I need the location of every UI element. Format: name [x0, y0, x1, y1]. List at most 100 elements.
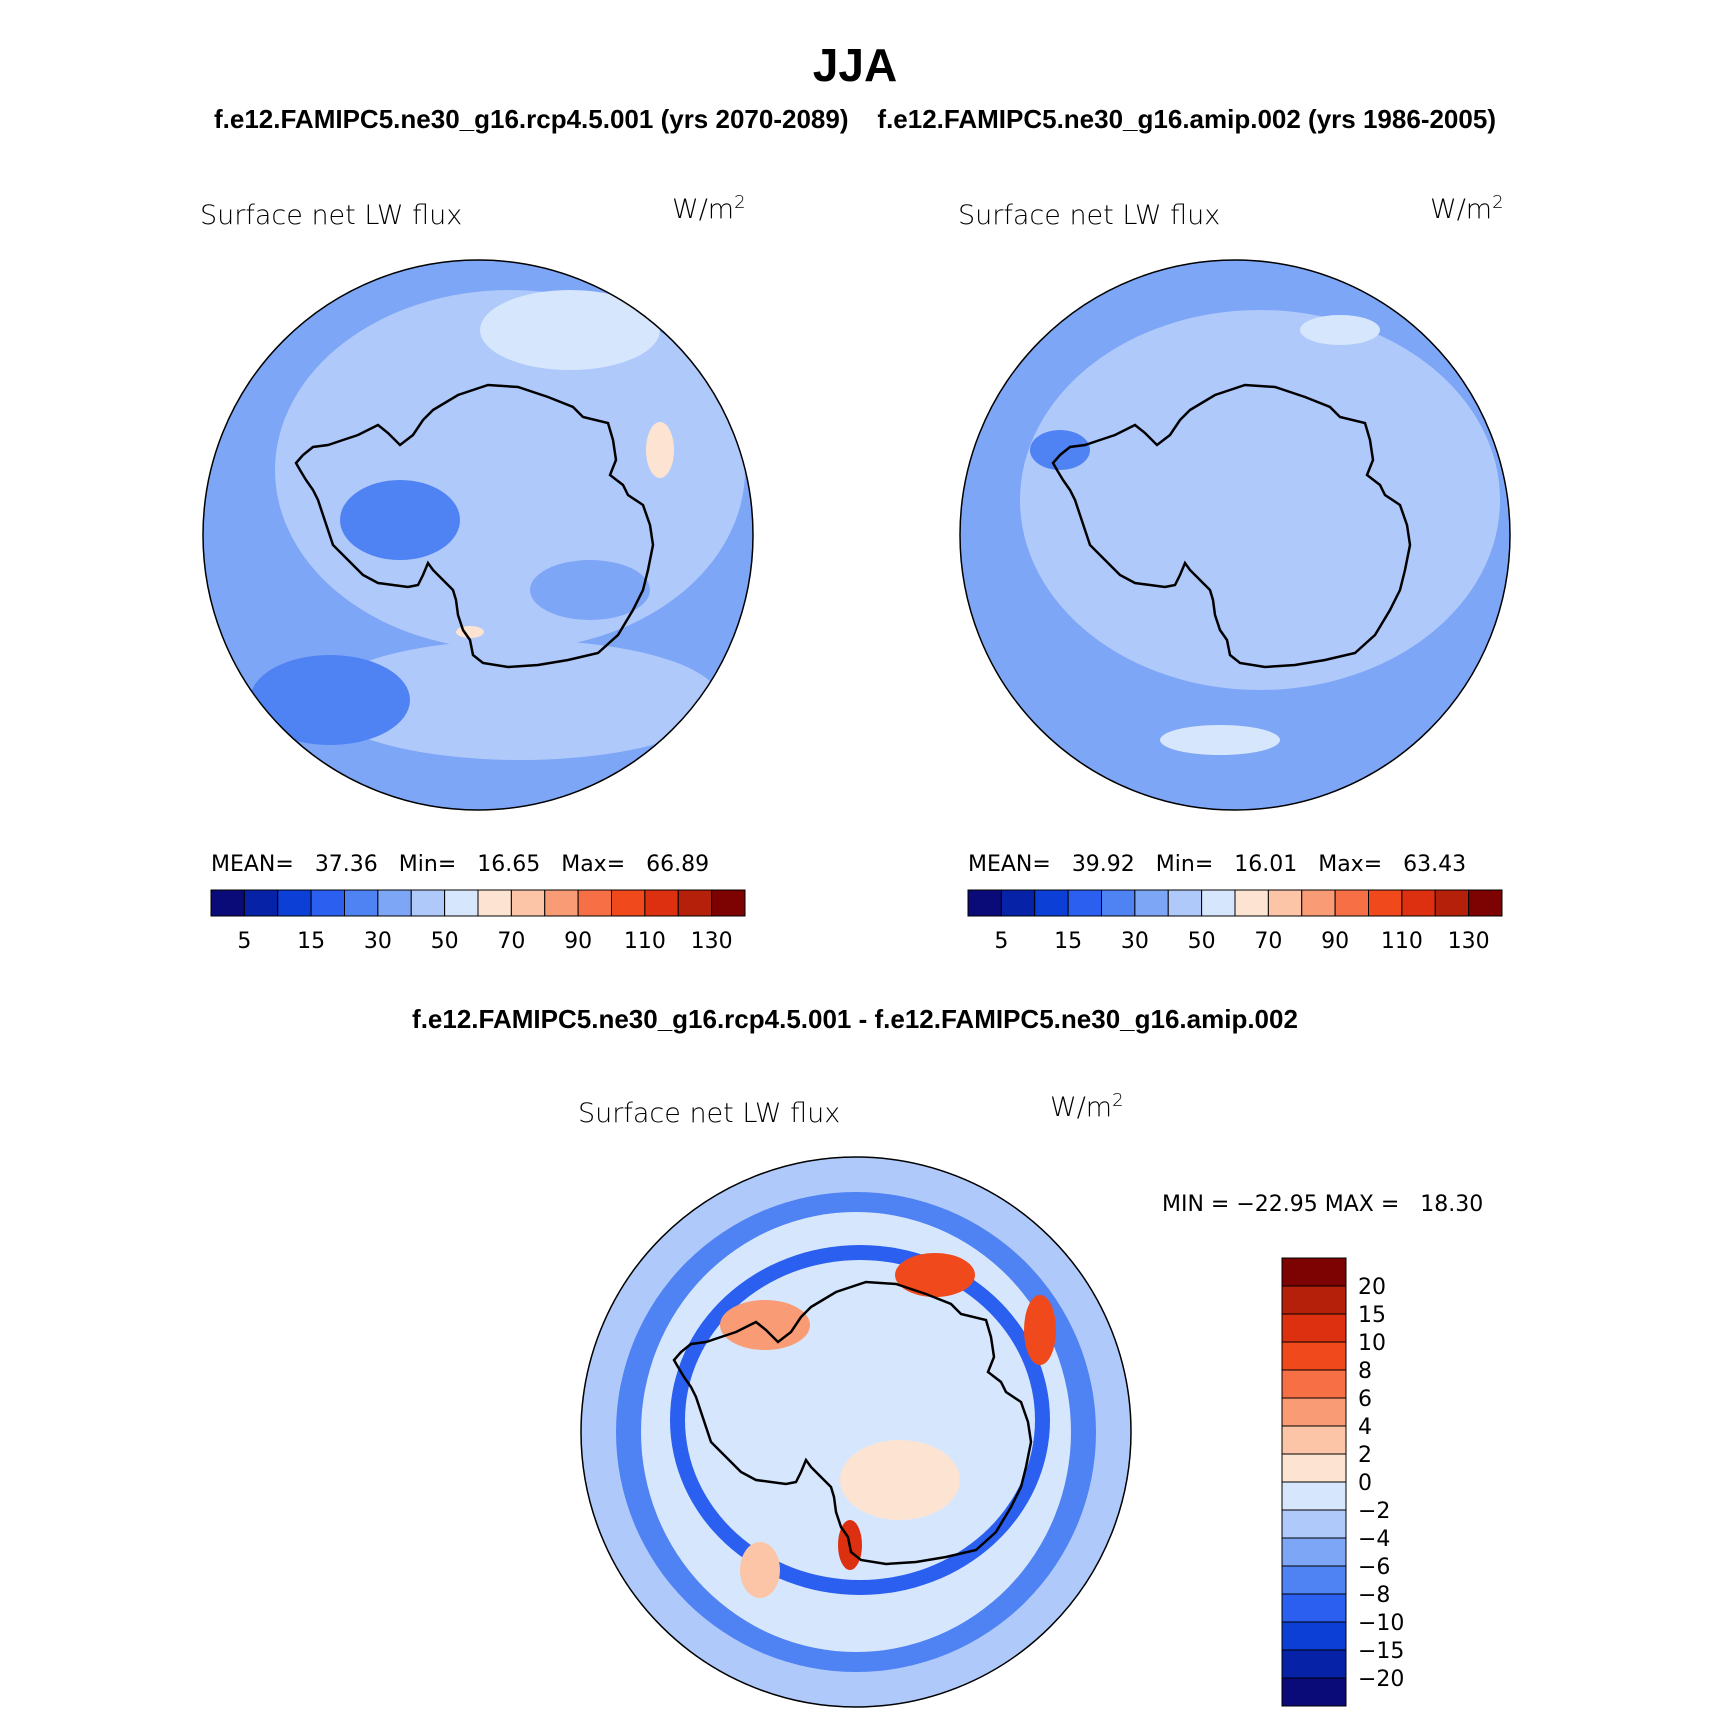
colorbar-swatch: [967, 889, 1002, 917]
colorbar-swatch: [1301, 889, 1336, 917]
colorbar-swatch: [210, 889, 245, 917]
colorbar-tick-label: 50: [1188, 929, 1216, 954]
colorbar-tick-label: 70: [497, 929, 525, 954]
case1-title: f.e12.FAMIPC5.ne30_g16.rcp4.5.001 (yrs 2…: [214, 104, 849, 134]
colorbar-swatch: [1000, 889, 1036, 917]
colorbar-swatch: [277, 889, 312, 917]
colorbar-swatch: [711, 889, 746, 917]
colorbar-swatch: [1401, 889, 1436, 917]
map1-border: [202, 259, 754, 811]
map1-fill-50-60-south: [320, 640, 720, 760]
colorbar-tick-label: 110: [624, 929, 666, 954]
colorbar-swatch: [1468, 889, 1503, 917]
colorbar-swatch: [611, 889, 646, 917]
colorbar-swatch: [1281, 1341, 1347, 1371]
colorbar-swatch: [1281, 1649, 1347, 1679]
colorbar-swatch: [1281, 1369, 1347, 1399]
colorbar-tick-label: 0: [1358, 1471, 1372, 1496]
diff-border: [580, 1156, 1132, 1708]
case2-title: f.e12.FAMIPC5.ne30_g16.amip.002 (yrs 198…: [877, 104, 1496, 134]
difference-title: f.e12.FAMIPC5.ne30_g16.rcp4.5.001 - f.e1…: [412, 1004, 1298, 1034]
colorbar-tick-label: 20: [1358, 1275, 1386, 1300]
colorbar-swatch: [1267, 889, 1303, 917]
diff-warm-1: [895, 1253, 975, 1297]
map1-fill-30-40: [250, 655, 410, 745]
diff-warm-6: [740, 1542, 780, 1598]
map1-warm-spot: [646, 422, 674, 478]
colorbar-tick-label: −15: [1358, 1639, 1404, 1664]
colorbar-swatch: [1167, 889, 1203, 917]
panel2-units: W/m2: [1430, 192, 1504, 225]
colorbar-tick-label: −6: [1358, 1555, 1390, 1580]
panel1-units: W/m2: [672, 192, 746, 225]
colorbar-tick-label: 70: [1254, 929, 1282, 954]
colorbar-tick-label: −4: [1358, 1527, 1390, 1552]
colorbar-swatch: [510, 889, 546, 917]
map2-fill-inner: [1080, 450, 1380, 670]
map1-fill-60-70: [480, 290, 660, 370]
case-titles: f.e12.FAMIPC5.ne30_g16.rcp4.5.001 (yrs 2…: [0, 104, 1710, 135]
panel1-variable: Surface net LW flux: [200, 200, 463, 231]
colorbar-swatch: [377, 889, 412, 917]
diff-variable: Surface net LW flux: [578, 1098, 841, 1129]
map2-fill-60-70: [1160, 725, 1280, 755]
colorbar-swatch: [1034, 889, 1069, 917]
diff-units: W/m2: [1050, 1090, 1124, 1123]
colorbar-swatch: [1281, 1677, 1347, 1707]
colorbar-swatch: [310, 889, 345, 917]
colorbar-tick-label: 6: [1358, 1387, 1372, 1412]
colorbar-swatch: [1368, 889, 1403, 917]
colorbar-swatch: [1434, 889, 1470, 917]
colorbar-swatch: [344, 889, 379, 917]
colorbar-swatch: [1281, 1313, 1347, 1343]
colorbar-tick-label: 2: [1358, 1443, 1372, 1468]
colorbar-swatch: [1281, 1285, 1347, 1315]
colorbar-panel-2: 5 15 30 50 70 90 110 130: [967, 889, 1503, 954]
colorbar-tick-label: 15: [297, 929, 325, 954]
diff-minmax: MIN = −22.95 MAX = 18.30: [1162, 1192, 1484, 1217]
colorbar-swatch: [1281, 1397, 1347, 1427]
colorbar-swatch: [1234, 889, 1269, 917]
colorbar-swatch: [477, 889, 512, 917]
colorbar-tick-label: 30: [1121, 929, 1149, 954]
map-panel-diff: [580, 1156, 1132, 1708]
colorbar-swatch: [410, 889, 446, 917]
colorbar-swatch: [444, 889, 479, 917]
map2-border: [959, 259, 1511, 811]
diff-warm-2: [1024, 1295, 1056, 1365]
colorbar-swatch: [1067, 889, 1102, 917]
colorbar-tick-label: 4: [1358, 1415, 1372, 1440]
colorbar-swatch: [1281, 1593, 1347, 1623]
colorbar-swatch: [577, 889, 612, 917]
colorbar-swatch: [1281, 1453, 1347, 1483]
colorbar-tick-label: 15: [1054, 929, 1082, 954]
diff-warm-3: [720, 1300, 810, 1350]
colorbar-tick-label: −20: [1358, 1667, 1404, 1692]
colorbar-swatch: [644, 889, 679, 917]
map-panel-1: [202, 259, 754, 811]
colorbar-swatch: [1134, 889, 1169, 917]
colorbar-tick-label: 5: [994, 929, 1008, 954]
colorbar-swatch: [1281, 1565, 1347, 1595]
colorbar-swatch: [1281, 1537, 1347, 1567]
colorbar-tick-label: 5: [237, 929, 251, 954]
map2-fill-30-40: [1030, 430, 1090, 470]
map2-fill-60-70-b: [1300, 315, 1380, 345]
map1-fill-peninsula: [340, 480, 460, 560]
colorbar-tick-label: 15: [1358, 1303, 1386, 1328]
colorbar-swatch: [1201, 889, 1236, 917]
colorbar-swatch: [1281, 1509, 1347, 1539]
colorbar-swatch: [1281, 1257, 1347, 1287]
colorbar-swatch: [243, 889, 279, 917]
colorbar-tick-label: 130: [691, 929, 733, 954]
map1-warm-spot-2: [456, 626, 484, 638]
map-panel-2: [959, 259, 1511, 811]
colorbar-tick-label: 10: [1358, 1331, 1386, 1356]
panel1-stats: MEAN= 37.36 Min= 16.65 Max= 66.89: [211, 852, 710, 877]
page-title: JJA: [812, 39, 898, 91]
map1-fill-inner: [530, 560, 650, 620]
colorbar-tick-label: 90: [1321, 929, 1349, 954]
colorbar-swatch: [1281, 1481, 1347, 1511]
colorbar-swatch: [1281, 1425, 1347, 1455]
